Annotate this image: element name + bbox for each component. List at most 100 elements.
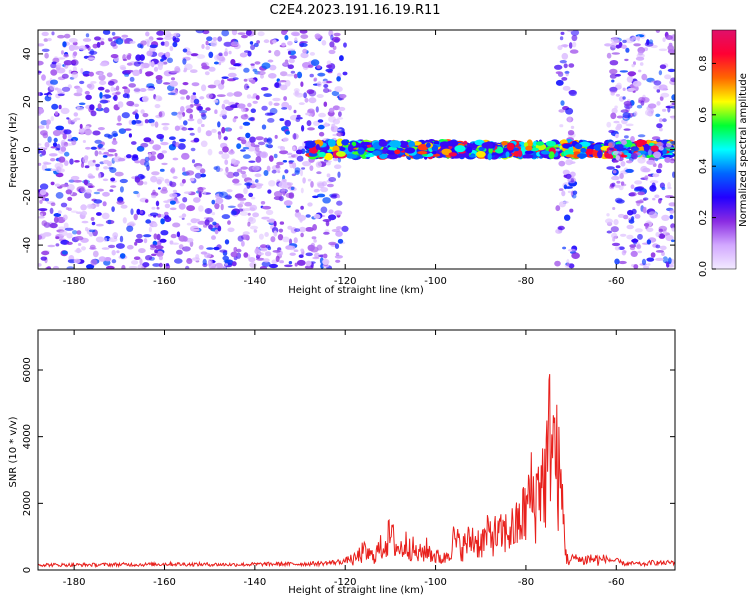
- noise-blob: [202, 258, 207, 266]
- noise-blob: [172, 37, 180, 43]
- noise-blob: [282, 160, 288, 163]
- x-tick-label: -100: [424, 577, 447, 588]
- signal-blob: [386, 150, 397, 155]
- noise-blob: [248, 160, 256, 163]
- noise-blob: [278, 80, 282, 84]
- noise-blob: [151, 253, 157, 257]
- noise-blob: [322, 258, 330, 265]
- noise-blob: [110, 54, 119, 59]
- noise-blob: [221, 76, 229, 79]
- signal-blob: [501, 141, 508, 146]
- noise-blob: [668, 48, 675, 55]
- noise-blob: [559, 60, 567, 64]
- noise-blob: [307, 202, 313, 207]
- noise-blob: [662, 108, 667, 112]
- noise-blob: [190, 218, 198, 224]
- noise-blob: [624, 58, 629, 62]
- noise-blob: [154, 249, 159, 254]
- noise-blob: [223, 136, 228, 141]
- noise-blob: [38, 60, 44, 66]
- noise-blob: [64, 160, 69, 166]
- noise-blob: [316, 244, 323, 251]
- noise-blob: [564, 186, 573, 189]
- noise-blob: [306, 120, 312, 127]
- noise-blob: [131, 141, 137, 145]
- signal-blob: [524, 150, 534, 154]
- noise-blob: [614, 246, 620, 251]
- noise-blob: [571, 194, 577, 199]
- noise-blob: [637, 233, 643, 240]
- noise-blob: [282, 137, 289, 142]
- signal-blob: [593, 144, 604, 151]
- noise-blob: [183, 120, 188, 126]
- noise-blob: [242, 154, 251, 159]
- noise-blob: [555, 205, 561, 212]
- noise-blob: [55, 147, 60, 151]
- snr-series-line: [38, 374, 675, 569]
- noise-blob: [57, 34, 65, 39]
- noise-blob: [94, 36, 101, 41]
- noise-blob: [609, 86, 618, 92]
- noise-blob: [104, 257, 112, 262]
- noise-blob: [293, 88, 300, 93]
- noise-blob: [655, 232, 660, 237]
- noise-blob: [336, 132, 344, 137]
- noise-blob: [650, 252, 656, 258]
- noise-blob: [220, 109, 227, 116]
- noise-blob: [304, 97, 309, 103]
- noise-blob: [656, 101, 661, 106]
- noise-blob: [110, 86, 115, 92]
- noise-blob: [295, 209, 300, 213]
- noise-blob: [124, 40, 128, 44]
- noise-blob: [108, 244, 116, 249]
- noise-blob: [182, 48, 188, 53]
- signal-blob: [466, 146, 473, 154]
- noise-blob: [128, 265, 138, 269]
- signal-blob: [372, 150, 381, 156]
- signal-blob: [404, 147, 416, 154]
- noise-blob: [323, 101, 328, 107]
- noise-blob: [223, 99, 230, 105]
- signal-blob: [432, 150, 437, 155]
- noise-blob: [38, 70, 42, 74]
- noise-blob: [53, 213, 62, 217]
- noise-blob: [136, 233, 143, 239]
- noise-blob: [272, 97, 281, 102]
- snr-panel: -180 -160 -140 -120 -100 -80 -60 0 2000 4000 6000…: [8, 329, 676, 596]
- noise-blob: [301, 167, 306, 170]
- noise-blob: [335, 230, 343, 237]
- noise-blob: [658, 198, 662, 204]
- noise-blob: [232, 77, 239, 80]
- noise-blob: [145, 71, 154, 76]
- noise-blob: [182, 236, 188, 242]
- noise-blob: [189, 177, 195, 182]
- noise-blob: [285, 73, 295, 77]
- noise-blob: [211, 235, 216, 240]
- noise-blob: [615, 155, 620, 161]
- noise-blob: [279, 221, 285, 225]
- noise-blob: [186, 258, 193, 264]
- noise-blob: [169, 136, 176, 140]
- noise-blob: [212, 221, 217, 226]
- noise-blob: [46, 119, 51, 125]
- noise-blob: [569, 49, 579, 54]
- signal-blob: [517, 150, 523, 157]
- noise-blob: [121, 264, 126, 269]
- noise-blob: [629, 192, 637, 197]
- noise-blob: [316, 65, 321, 69]
- signal-blob: [522, 154, 534, 159]
- noise-blob: [249, 41, 254, 45]
- noise-blob: [211, 128, 217, 133]
- noise-blob: [274, 134, 278, 139]
- noise-blob: [201, 65, 210, 70]
- noise-blob: [562, 201, 569, 204]
- x-tick-label: -60: [608, 577, 624, 588]
- snr-x-label: Height of straight line (km): [288, 585, 424, 596]
- noise-blob: [571, 34, 578, 42]
- noise-blob: [664, 74, 672, 80]
- noise-blob: [97, 86, 105, 91]
- noise-blob: [79, 80, 85, 85]
- noise-blob: [52, 265, 60, 269]
- noise-blob: [334, 254, 343, 259]
- noise-blob: [565, 107, 574, 115]
